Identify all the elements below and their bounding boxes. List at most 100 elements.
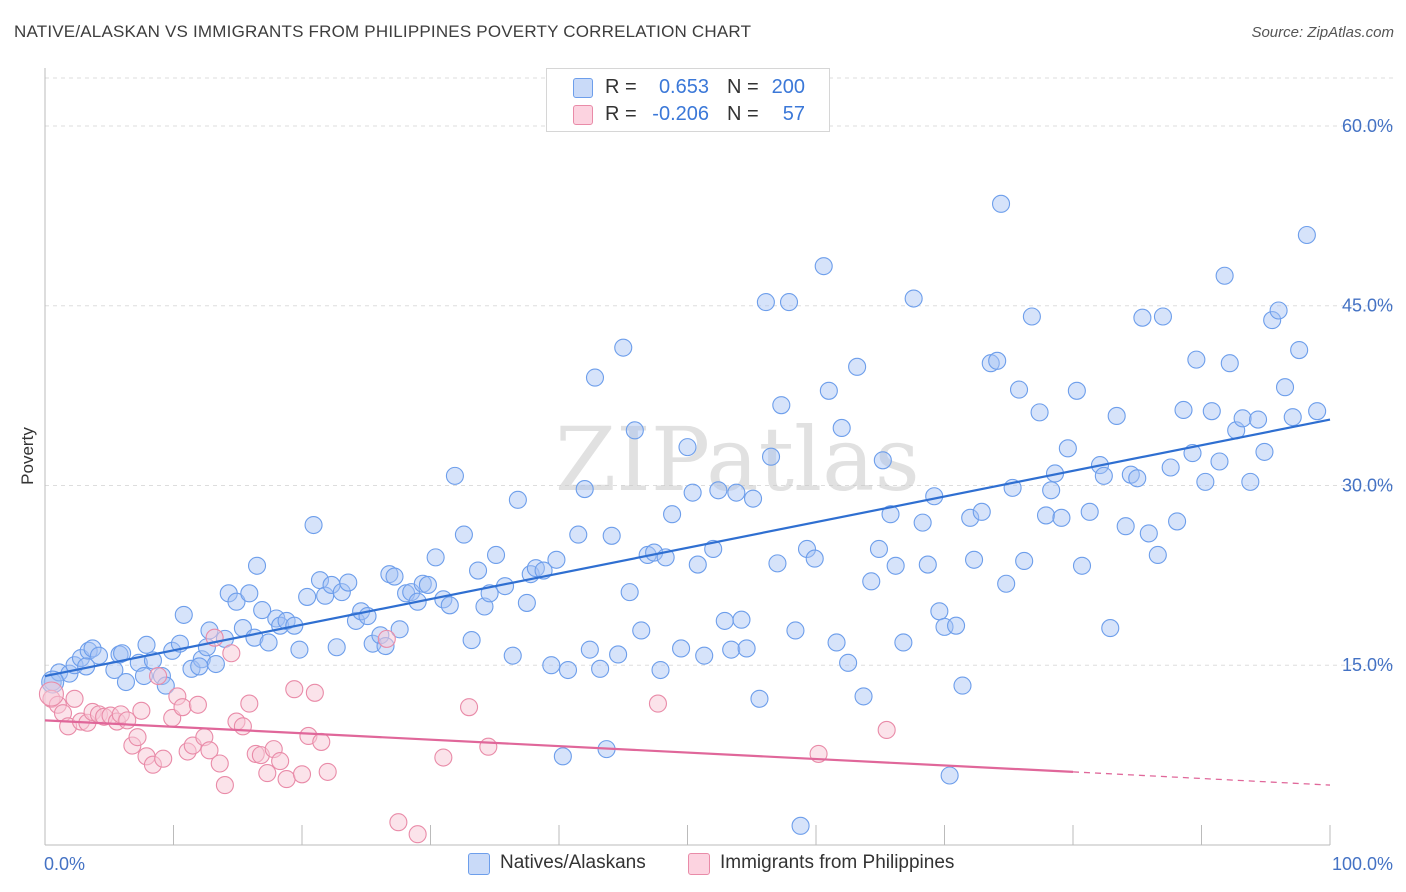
data-point-natives xyxy=(508,490,527,509)
data-point-natives xyxy=(339,573,358,592)
data-point-natives xyxy=(722,640,741,659)
bottom-legend-swatch-pink xyxy=(688,853,710,875)
data-point-natives xyxy=(517,593,536,612)
data-point-natives xyxy=(1215,266,1234,285)
data-point-natives xyxy=(445,466,464,485)
data-point-philippines xyxy=(132,701,151,720)
data-point-natives xyxy=(772,396,791,415)
data-point-natives xyxy=(83,639,102,658)
data-point-philippines xyxy=(271,752,290,771)
data-point-natives xyxy=(585,368,605,387)
x-tick-label: 100.0% xyxy=(1332,854,1393,874)
legend-swatch-blue xyxy=(573,78,593,98)
y-tick-label: 45.0% xyxy=(1342,296,1393,316)
data-point-natives xyxy=(503,646,522,665)
data-point-natives xyxy=(715,611,734,630)
data-point-philippines xyxy=(210,754,229,773)
data-point-natives xyxy=(953,676,972,695)
data-point-philippines xyxy=(128,728,147,747)
data-point-philippines xyxy=(648,694,667,713)
data-point-natives xyxy=(904,289,923,308)
data-point-natives xyxy=(591,659,610,678)
data-point-natives xyxy=(462,631,481,650)
data-point-natives xyxy=(768,554,787,573)
data-point-natives xyxy=(632,621,651,640)
data-point-natives xyxy=(991,194,1011,213)
data-point-natives xyxy=(862,572,881,591)
data-point-natives xyxy=(1148,545,1167,565)
data-point-natives xyxy=(750,689,769,708)
data-point-natives xyxy=(1255,442,1274,461)
data-point-natives xyxy=(440,596,459,615)
data-point-natives xyxy=(1187,350,1206,369)
data-point-philippines xyxy=(285,680,304,699)
data-point-natives xyxy=(814,257,833,276)
data-point-philippines xyxy=(38,681,64,707)
legend-row-philippines: R = -0.206 N = 57 xyxy=(547,101,829,129)
data-point-natives xyxy=(298,587,317,606)
data-point-natives xyxy=(247,556,267,575)
data-point-natives xyxy=(918,555,937,574)
data-point-natives xyxy=(961,508,980,527)
data-point-natives xyxy=(192,650,211,669)
data-point-natives xyxy=(972,502,991,521)
tick-labels: 15.0% 30.0% 45.0% 60.0% 0.0% 100.0% xyxy=(44,116,1393,874)
data-point-natives xyxy=(1015,551,1034,571)
data-point-natives xyxy=(1052,508,1071,527)
data-point-natives xyxy=(1275,378,1295,397)
legend-n-label: N = xyxy=(727,103,759,125)
data-point-natives xyxy=(988,351,1007,370)
data-point-natives xyxy=(1210,452,1229,471)
data-point-natives xyxy=(290,640,309,659)
data-point-natives xyxy=(116,672,136,692)
data-point-natives xyxy=(827,633,846,652)
data-point-natives xyxy=(1067,381,1086,400)
data-point-natives xyxy=(1094,466,1113,485)
data-point-natives xyxy=(786,621,805,640)
data-point-natives xyxy=(797,539,817,559)
data-point-natives xyxy=(819,381,838,400)
data-point-natives xyxy=(1080,502,1099,521)
data-point-natives xyxy=(253,601,272,620)
data-point-natives xyxy=(756,293,775,312)
data-point-natives xyxy=(683,483,702,502)
data-point-philippines xyxy=(188,695,207,714)
data-point-natives xyxy=(947,616,966,635)
data-point-natives xyxy=(206,654,225,674)
data-point-natives xyxy=(997,574,1016,593)
data-point-natives xyxy=(1233,409,1252,428)
data-point-natives xyxy=(547,550,566,569)
y-tick-label: 60.0% xyxy=(1342,116,1393,136)
data-point-natives xyxy=(709,481,728,500)
data-point-philippines xyxy=(305,683,324,702)
data-point-natives xyxy=(688,555,707,574)
data-point-natives xyxy=(832,418,851,437)
data-point-natives xyxy=(854,687,873,706)
data-point-natives xyxy=(1030,403,1049,422)
data-point-natives xyxy=(1153,307,1172,326)
bottom-legend-label: Immigrants from Philippines xyxy=(720,852,955,873)
data-point-natives xyxy=(1174,400,1193,420)
data-point-natives xyxy=(695,646,714,665)
trend-line-philippines-extension xyxy=(1072,771,1331,786)
data-point-natives xyxy=(1248,410,1268,429)
data-point-natives xyxy=(704,539,723,559)
data-point-natives xyxy=(737,639,756,658)
data-point-philippines xyxy=(408,825,427,844)
data-point-natives xyxy=(327,638,346,657)
data-point-natives xyxy=(137,635,156,654)
data-point-natives xyxy=(727,483,746,502)
data-point-natives xyxy=(486,545,506,565)
data-point-natives xyxy=(886,556,905,575)
data-point-philippines xyxy=(277,770,296,789)
y-axis-title: Poverty xyxy=(18,427,37,485)
y-tick-label: 15.0% xyxy=(1342,655,1393,675)
axes xyxy=(44,68,1331,846)
data-point-natives xyxy=(426,548,445,567)
trend-line-philippines xyxy=(44,719,1074,773)
data-point-natives xyxy=(965,550,984,569)
data-point-natives xyxy=(1107,406,1126,426)
bottom-legend-label: Natives/Alaskans xyxy=(500,852,646,873)
trend-line-natives xyxy=(44,418,1331,678)
data-point-natives xyxy=(1128,469,1147,488)
